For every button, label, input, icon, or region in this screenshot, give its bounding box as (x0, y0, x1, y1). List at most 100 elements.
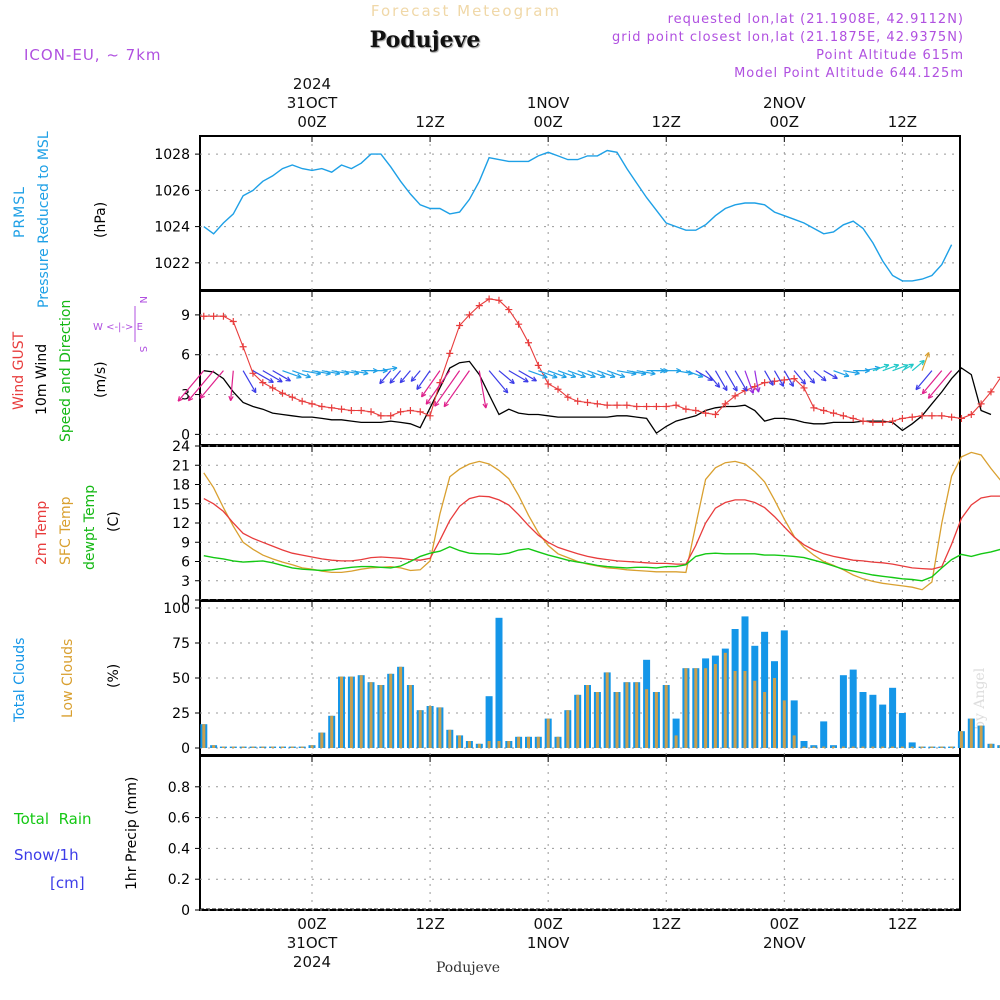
gust-marker (948, 413, 956, 421)
wind-arrow (282, 370, 302, 379)
gust-marker (298, 397, 306, 405)
wind-arrow-head (722, 385, 728, 392)
requested-coords: requested lon,lat (21.1908E, 42.9112N) (668, 12, 964, 27)
ytick-label-temperature: 6 (181, 555, 190, 571)
gust-marker (987, 388, 995, 396)
gust-label: Wind GUST (11, 331, 27, 410)
wind-arrow-head (902, 363, 909, 370)
ytick-label-precipitation: 0.8 (168, 780, 190, 796)
low-cloud-bar (546, 718, 550, 748)
footer-location: Podujeve (436, 960, 500, 976)
gust-marker (308, 400, 316, 408)
wind-arrow-head (924, 351, 930, 358)
gust-marker (554, 385, 562, 393)
wind-arrow-head (399, 377, 406, 384)
wind-arrow (764, 370, 774, 386)
gust-marker (259, 379, 267, 387)
wind-arrow (443, 370, 470, 408)
wind-arrow (528, 370, 548, 379)
temperature-labels: 2m Temp SFC Temp dewpt Temp (C) (34, 485, 122, 570)
gust-marker (908, 413, 916, 421)
bottom-time-label: 31OCT (287, 934, 338, 952)
low-cloud-bar (822, 746, 826, 748)
dewpoint-line (203, 545, 1000, 582)
low-cloud-bar (556, 736, 560, 748)
wind-arrow (488, 370, 509, 394)
top-time-label: 12Z (652, 113, 681, 131)
total-cloud-bar (800, 741, 808, 748)
wind-arrow-head (800, 379, 807, 385)
low-cloud-bar (310, 745, 314, 748)
total-cloud-label: Total Clouds (12, 638, 28, 723)
gust-marker (544, 380, 552, 388)
wind-arrow-head (570, 373, 577, 379)
low-cloud-bar (271, 746, 275, 748)
wind-arrow-head (251, 387, 257, 394)
pressure-labels: PRMSL Pressure Reduced to MSL (hPa) (12, 131, 109, 308)
low-cloud-bar (881, 746, 885, 748)
wind-arrow (606, 370, 626, 378)
ytick-label-pressure: 1024 (154, 220, 190, 236)
low-cloud-bar (458, 735, 462, 748)
wind-arrow (434, 370, 461, 407)
top-time-label: 00Z (297, 113, 326, 131)
low-cloud-bar (605, 672, 609, 748)
wind-arrow-head (502, 387, 509, 394)
gust-marker (367, 408, 375, 416)
low-cloud-bar (792, 735, 796, 748)
low-cloud-bar (635, 682, 639, 748)
wind-arrow-head (305, 373, 311, 379)
ytick-label-temperature: 15 (172, 497, 190, 513)
rain-label: Total Rain (13, 810, 92, 828)
low-cloud-bar (940, 746, 944, 748)
low-cloud-bar (507, 741, 511, 748)
axes-layer: 1022102410261028036903691215182124025507… (154, 75, 961, 971)
low-cloud-bar (349, 676, 353, 748)
ytick-label-precipitation: 0.4 (168, 841, 190, 857)
gust-marker (702, 409, 710, 417)
wind-arrow-head (697, 372, 704, 378)
gust-marker (338, 405, 346, 413)
gust-marker (633, 403, 641, 410)
low-cloud-bar (694, 668, 698, 748)
low-cloud-bar (871, 746, 875, 748)
wind-arrow (538, 370, 558, 379)
wind-arrow-head (915, 384, 921, 391)
wind-arrow (508, 370, 529, 383)
model-label: ICON-EU, ~ 7km (24, 46, 162, 64)
total-cloud-bar (908, 742, 916, 748)
gust-marker (377, 412, 385, 420)
wind-arrow-head (389, 378, 395, 384)
model-altitude: Model Point Altitude 644.125m (734, 66, 964, 81)
ytick-label-precipitation: 0.2 (168, 872, 190, 888)
wind-arrow (872, 364, 890, 372)
ytick-label-precipitation: 0.6 (168, 811, 190, 827)
direction-label: Speed and Direction (58, 300, 74, 442)
gust-marker (879, 418, 887, 426)
gust-marker (938, 412, 946, 420)
gust-marker (721, 400, 729, 408)
wind-arrow (262, 370, 283, 383)
low-cloud-bar (713, 664, 717, 748)
wind-arrow (773, 370, 785, 387)
wind-arrow-head (908, 363, 914, 369)
ytick-label-wind: 3 (181, 388, 190, 404)
low-cloud-bar (517, 736, 521, 748)
cloud-labels: Total Clouds Low Clouds (%) (12, 638, 122, 723)
wind-arrow (292, 370, 311, 378)
wind-arrow (744, 370, 754, 394)
low-cloud-bar (782, 700, 786, 748)
wind-arrow-head (523, 377, 529, 383)
wind-arrow (351, 370, 369, 375)
wind-arrow (302, 370, 321, 375)
precip-labels: Total Rain Snow/1h [cm] 1hr Precip (mm) (13, 777, 140, 892)
low-cloud-label: Low Clouds (60, 639, 76, 718)
low-cloud-bar (389, 673, 393, 748)
ytick-label-temperature: 0 (181, 593, 190, 609)
gust-marker (957, 414, 965, 422)
top-time-label: 12Z (415, 113, 444, 131)
total-cloud-bar (849, 669, 857, 748)
gust-marker (810, 404, 818, 412)
gust-marker (613, 401, 621, 409)
total-cloud-bar (879, 704, 887, 748)
